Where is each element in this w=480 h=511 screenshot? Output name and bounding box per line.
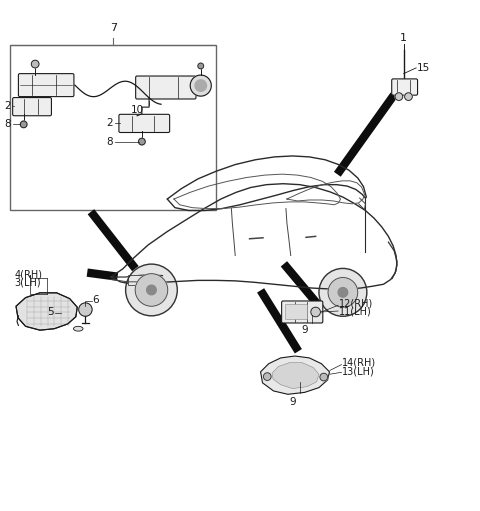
Polygon shape	[16, 293, 77, 330]
FancyBboxPatch shape	[282, 301, 323, 323]
Polygon shape	[272, 363, 319, 388]
FancyBboxPatch shape	[392, 79, 418, 95]
Circle shape	[79, 303, 92, 316]
Text: 10: 10	[131, 105, 144, 115]
Text: 13(LH): 13(LH)	[342, 366, 375, 376]
Bar	[128, 274, 158, 285]
Circle shape	[319, 268, 367, 316]
Circle shape	[338, 288, 348, 297]
FancyBboxPatch shape	[286, 305, 308, 320]
Text: 2: 2	[5, 101, 11, 111]
Circle shape	[195, 80, 206, 91]
Text: 11(LH): 11(LH)	[338, 306, 372, 316]
Polygon shape	[261, 356, 329, 394]
Text: 15: 15	[417, 63, 431, 73]
Text: 6: 6	[93, 295, 99, 305]
Text: 5: 5	[48, 308, 54, 317]
Text: 4(RH): 4(RH)	[14, 270, 42, 280]
Circle shape	[31, 60, 39, 68]
Text: 8: 8	[107, 136, 113, 147]
Circle shape	[126, 264, 177, 316]
Circle shape	[405, 93, 412, 101]
Circle shape	[147, 285, 156, 295]
Circle shape	[190, 75, 211, 96]
Text: 1: 1	[400, 33, 407, 42]
Text: 3(LH): 3(LH)	[14, 277, 41, 287]
FancyBboxPatch shape	[18, 74, 74, 97]
Circle shape	[328, 277, 358, 307]
Circle shape	[311, 307, 321, 317]
Circle shape	[135, 274, 168, 306]
Text: 9: 9	[289, 397, 296, 407]
Text: 9: 9	[301, 326, 308, 335]
Circle shape	[395, 93, 403, 101]
Text: 12(RH): 12(RH)	[338, 298, 373, 308]
Text: 8: 8	[5, 120, 11, 129]
Circle shape	[20, 121, 27, 128]
Circle shape	[198, 63, 204, 69]
Text: 14(RH): 14(RH)	[342, 358, 376, 368]
Circle shape	[139, 138, 145, 145]
FancyBboxPatch shape	[12, 98, 51, 116]
FancyBboxPatch shape	[119, 114, 169, 132]
Circle shape	[320, 373, 327, 381]
Bar	[10, 45, 216, 210]
Text: 7: 7	[109, 23, 117, 33]
FancyBboxPatch shape	[136, 76, 196, 99]
Circle shape	[264, 373, 271, 380]
Text: 2: 2	[107, 119, 113, 128]
Ellipse shape	[73, 327, 83, 331]
